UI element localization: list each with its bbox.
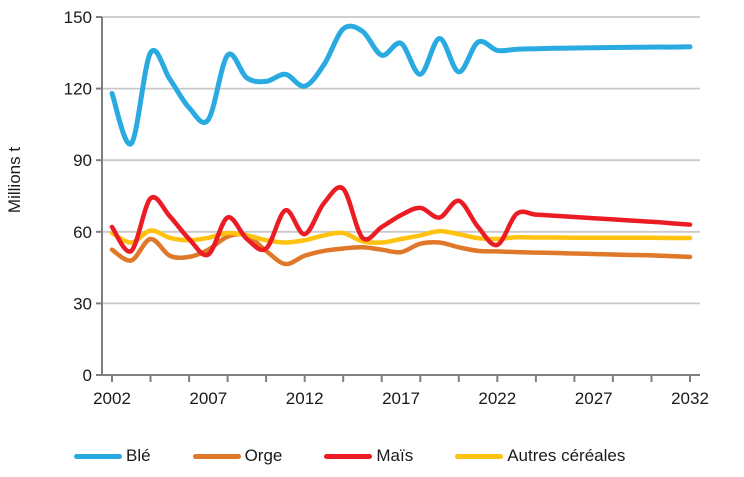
- x-tick-label: 2002: [93, 389, 131, 408]
- line-chart: 0 30 60 90 120 150 2002 2007 2012 2017 2022 2027 203…: [64, 8, 709, 408]
- legend-swatch: [192, 453, 241, 459]
- y-tick-label: 150: [64, 8, 92, 27]
- legend: Blé Orge Maïs Autres céréales: [0, 446, 744, 466]
- legend-label: Autres céréales: [507, 446, 626, 465]
- series-line-3: [109, 228, 693, 245]
- x-tick-label: 2017: [382, 389, 420, 408]
- legend-item: Maïs: [324, 446, 413, 466]
- x-tick-label: 2022: [478, 389, 516, 408]
- series-line-2: [109, 185, 693, 258]
- y-tick-label: 120: [64, 80, 92, 99]
- y-tick-label: 0: [83, 366, 92, 385]
- legend-item: Autres céréales: [455, 446, 625, 466]
- legend-label: Maïs: [376, 446, 414, 465]
- legend-label: Orge: [244, 446, 283, 465]
- series-line-0: [109, 23, 693, 147]
- x-tick-label: 2012: [286, 389, 324, 408]
- legend-item: Blé: [74, 446, 151, 466]
- y-tick-label: 30: [73, 294, 92, 313]
- series-line-1: [109, 231, 693, 267]
- legend-label: Blé: [126, 446, 151, 465]
- x-tick-label: 2007: [189, 389, 227, 408]
- x-tick-label: 2032: [671, 389, 709, 408]
- legend-swatch: [74, 453, 122, 459]
- x-tick-label: 2027: [575, 389, 613, 408]
- y-tick-label: 90: [73, 151, 92, 170]
- legend-swatch: [324, 453, 373, 459]
- y-tick-label: 60: [73, 223, 92, 242]
- legend-item: Orge: [192, 446, 283, 466]
- legend-swatch: [455, 453, 504, 459]
